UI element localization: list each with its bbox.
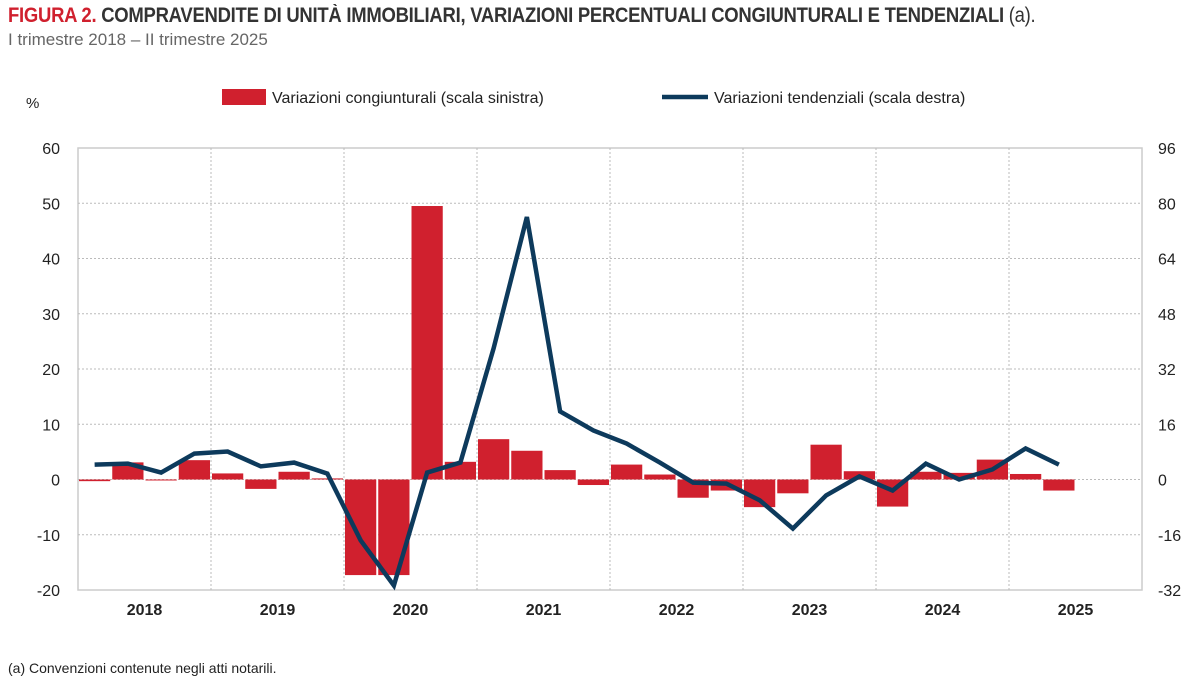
bar-2020Q2 (378, 479, 410, 576)
bar-2018Q3 (145, 479, 177, 481)
bar-2021Q3 (544, 470, 576, 480)
x-tick-label: 2018 (127, 602, 163, 619)
legend-swatch-bar (222, 89, 266, 105)
y-left-tick-label: -10 (37, 528, 60, 545)
y-right-tick-label: 32 (1158, 362, 1176, 379)
bar-2018Q1 (79, 479, 111, 482)
y-right-tick-label: 16 (1158, 417, 1176, 434)
y-right-tick-label: 48 (1158, 307, 1176, 324)
y-left-tick-label: 30 (42, 307, 60, 324)
bar-2021Q4 (577, 479, 609, 486)
bar-2019Q4 (311, 478, 343, 480)
x-tick-label: 2025 (1058, 602, 1094, 619)
y-left-tick-label: -20 (37, 583, 60, 600)
chart-subtitle: I trimestre 2018 – II trimestre 2025 (8, 30, 268, 49)
x-tick-label: 2023 (792, 602, 828, 619)
line-tendenziali (94, 216, 1060, 591)
y-left-tick-label: 0 (51, 473, 60, 490)
title-note: (a). (1008, 4, 1036, 27)
y-left-tick-label: 10 (42, 417, 60, 434)
bar-2024Q3 (943, 472, 975, 480)
y-left-tick-label: 20 (42, 362, 60, 379)
x-tick-label: 2022 (659, 602, 695, 619)
bar-2025Q2 (1043, 479, 1075, 491)
y-right-tick-label: 64 (1158, 252, 1176, 269)
y-left-tick-label: 50 (42, 196, 60, 213)
bar-2022Q2 (644, 474, 676, 480)
y-left-tick-label: 40 (42, 252, 60, 269)
bar-2019Q2 (245, 479, 277, 489)
bar-2025Q1 (1010, 473, 1042, 480)
bar-2022Q1 (611, 464, 643, 480)
x-tick-label: 2020 (393, 602, 429, 619)
bar-2024Q2 (910, 471, 942, 480)
title-main: COMPRAVENDITE DI UNITÀ IMMOBILIARI, VARI… (101, 4, 1004, 27)
bar-2021Q1 (478, 439, 510, 480)
y-axis-label: % (26, 95, 39, 112)
footnote: (a) Convenzioni contenute negli atti not… (8, 660, 277, 676)
y-right-tick-label: -32 (1158, 583, 1181, 600)
legend-label-line: Variazioni tendenziali (scala destra) (714, 90, 965, 107)
bar-2023Q2 (777, 479, 809, 494)
bar-2018Q4 (178, 460, 210, 480)
figure-number: FIGURA 2. (8, 4, 97, 27)
y-right-tick-label: 96 (1158, 141, 1176, 158)
bar-2021Q2 (511, 450, 543, 480)
y-right-tick-label: 80 (1158, 196, 1176, 213)
x-tick-label: 2024 (925, 602, 961, 619)
bar-2019Q1 (212, 473, 244, 480)
x-tick-label: 2019 (260, 602, 296, 619)
y-right-tick-label: 0 (1158, 473, 1167, 490)
bar-2019Q3 (278, 471, 310, 480)
legend-label-bar: Variazioni congiunturali (scala sinistra… (272, 90, 544, 107)
chart-title: FIGURA 2. COMPRAVENDITE DI UNITÀ IMMOBIL… (8, 4, 1036, 28)
y-left-tick-label: 60 (42, 141, 60, 158)
bar-2020Q1 (345, 479, 377, 576)
x-tick-label: 2021 (526, 602, 562, 619)
y-right-tick-label: -16 (1158, 528, 1181, 545)
bar-2020Q3 (411, 206, 443, 480)
bar-2023Q3 (810, 444, 842, 480)
